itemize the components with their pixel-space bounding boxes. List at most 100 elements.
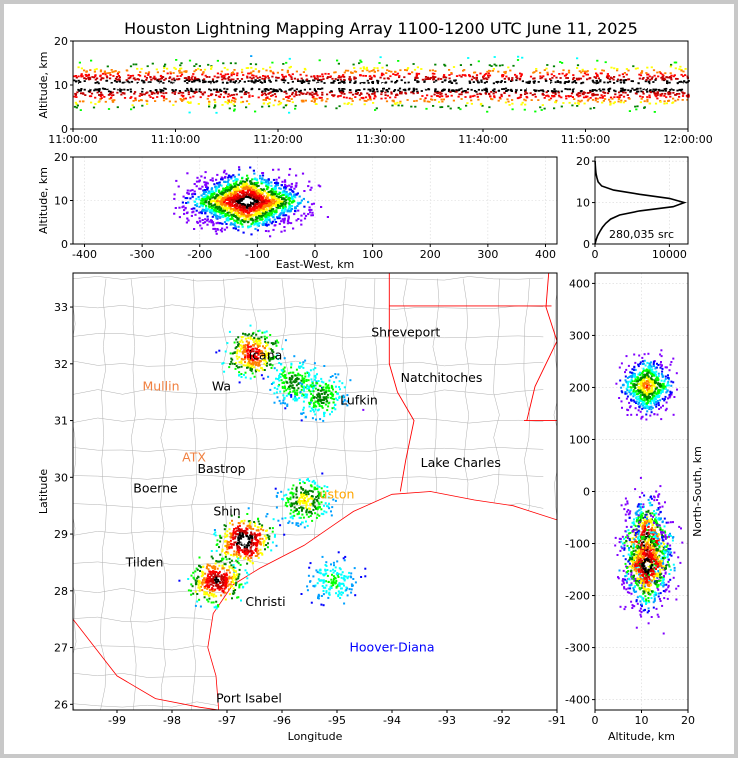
latitude-tick-label: 33 [54,301,68,314]
east-west-panel: -400 -300 -200 -100 0 100 200 300 400 0 10 20 East-W… [37,151,558,271]
longitude-tick-label: -94 [383,714,401,727]
ns-alt-tick-label: 10 [635,714,649,727]
altitude-tick-label: 20 [54,35,68,48]
city-label: Lufkin [340,393,378,408]
time-tick-label: 12:00:00 [663,133,712,146]
ew-tick-label: 0 [312,248,319,261]
ns-tick-label: -300 [565,642,590,655]
latitude-tick-label: 32 [54,358,68,371]
longitude-tick-label: -91 [548,714,566,727]
ns-tick-label: 100 [569,433,590,446]
ew-alt-tick-label: 0 [61,238,68,251]
city-label: Bastrop [197,461,245,476]
city-label: Wa [212,379,231,394]
map-layers: Shreveport icana Natchitoches Mullin Wa Lufki… [73,273,557,710]
time-tick-label: 11:10:00 [151,133,200,146]
time-tick-label: 11:20:00 [253,133,302,146]
north-south-density [614,349,684,635]
figure-canvas: Houston Lightning Mapping Array 1100-120… [4,4,734,754]
latitude-tick-label: 30 [54,471,68,484]
ew-tick-label: -400 [72,248,97,261]
ew-tick-label: -100 [245,248,270,261]
ew-tick-label: 100 [362,248,383,261]
altitude-histogram-panel: 0 10000 0 10 20 280,035 src [576,155,689,261]
ns-tick-label: 200 [569,381,590,394]
city-label: ATX [182,449,206,464]
mexico-border [73,618,219,710]
north-south-panel: 0 10 20 -400 -300 -200 -100 0 100 200 300 400 Altitu… [565,272,704,743]
city-label: Hoover-Diana [350,640,435,655]
mississippi-river [526,273,557,421]
time-height-density [73,55,690,114]
ew-alt-tick-label: 20 [54,151,68,164]
city-labels: Shreveport icana Natchitoches Mullin Wa Lufki… [125,325,501,706]
north-south-ylabel: North-South, km [691,446,704,537]
north-south-xlabel: Altitude, km [608,730,675,743]
city-label: Christi [245,594,285,609]
ew-tick-label: 300 [477,248,498,261]
texas-louisiana-border [388,273,415,492]
city-label: Boerne [133,481,178,496]
hist-alt-tick-label: 0 [583,238,590,251]
city-label: Mullin [142,379,179,394]
latitude-tick-label: 29 [54,528,68,541]
ns-alt-tick-label: 20 [681,714,695,727]
time-tick-label: 11:00:00 [48,133,97,146]
city-label: uston [320,486,355,501]
city-label: Port Isabel [216,691,282,706]
lightning-sources [178,324,367,610]
ew-tick-label: 400 [535,248,556,261]
ew-tick-label: 200 [420,248,441,261]
latitude-tick-label: 31 [54,415,68,428]
time-tick-label: 11:30:00 [356,133,405,146]
ns-tick-label: 300 [569,329,590,342]
east-west-density [173,166,329,238]
figure-title: Houston Lightning Mapping Array 1100-120… [124,19,638,38]
latitude-tick-label: 26 [54,698,68,711]
plan-view-panel: Shreveport icana Natchitoches Mullin Wa Lufki… [37,272,566,743]
ns-tick-label: -200 [565,590,590,603]
lma-figure: Houston Lightning Mapping Array 1100-120… [37,19,713,743]
ns-tick-label: -400 [565,694,590,707]
source-count-label: 280,035 src [609,228,674,241]
ew-tick-label: -300 [130,248,155,261]
city-label: Lake Charles [421,455,501,470]
city-label: icana [249,347,283,362]
coastline [207,491,557,710]
longitude-tick-label: -98 [163,714,181,727]
longitude-tick-label: -99 [108,714,126,727]
longitude-tick-label: -97 [218,714,236,727]
east-west-xlabel: East-West, km [276,258,354,271]
map-ylabel: Latitude [37,469,50,515]
city-label: Shin [213,503,240,518]
hist-tick-label: 0 [592,248,599,261]
city-label: Shreveport [371,325,440,340]
altitude-histogram-line [594,161,687,245]
ew-tick-label: -200 [187,248,212,261]
histogram-frame [594,156,689,245]
time-height-panel: 11:00:00 11:10:00 11:20:00 11:30:00 11:40:00… [37,35,713,146]
altitude-tick-label: 10 [54,79,68,92]
time-tick-label: 11:40:00 [458,133,507,146]
city-label: Natchitoches [401,370,483,385]
east-west-ylabel: Altitude, km [37,167,50,234]
hist-tick-label: 10000 [652,248,687,261]
longitude-tick-label: -93 [438,714,456,727]
ns-tick-label: -100 [565,538,590,551]
time-tick-label: 11:50:00 [561,133,610,146]
city-label: Tilden [125,554,164,569]
gulf-water [207,491,557,710]
map-frame [72,272,558,711]
latitude-tick-label: 28 [54,585,68,598]
ns-tick-label: 400 [569,277,590,290]
hist-alt-tick-label: 10 [576,197,590,210]
longitude-tick-label: -95 [328,714,346,727]
map-xlabel: Longitude [288,730,343,743]
ew-alt-tick-label: 10 [54,195,68,208]
altitude-tick-label: 0 [61,123,68,136]
time-height-ylabel: Altitude, km [37,51,50,118]
longitude-tick-label: -92 [493,714,511,727]
longitude-tick-label: -96 [273,714,291,727]
time-height-frame [72,40,689,130]
